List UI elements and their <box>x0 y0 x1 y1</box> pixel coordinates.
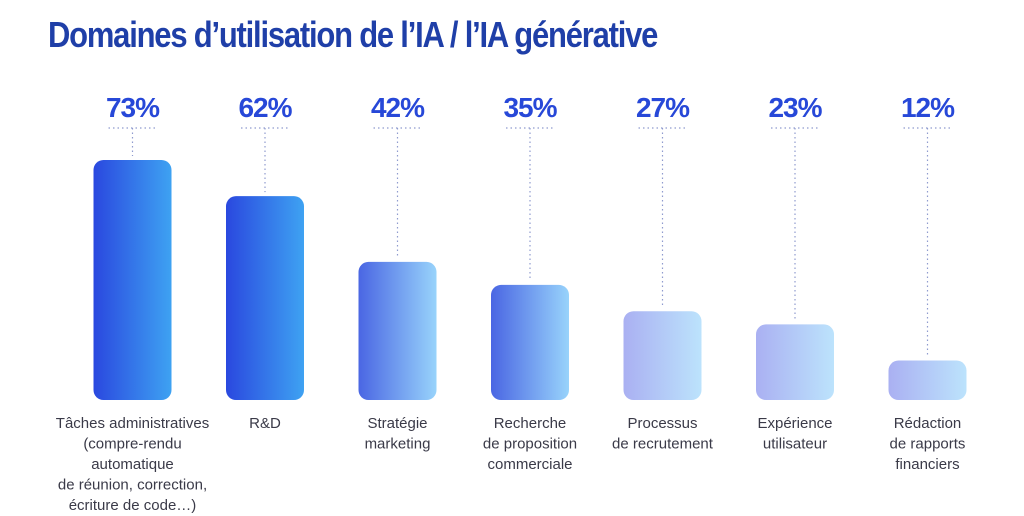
value-label: 35% <box>503 92 557 123</box>
bar <box>756 324 834 400</box>
category-label: R&D <box>249 415 281 432</box>
value-label: 12% <box>901 92 955 123</box>
category-label: Tâches administratives (compre-rendu autom… <box>56 415 209 514</box>
bar <box>93 160 172 400</box>
value-label: 27% <box>636 92 690 123</box>
category-label: Recherche de proposition commerciale <box>483 415 577 473</box>
bar <box>358 261 437 400</box>
bar <box>226 196 304 400</box>
category-label: Expérience utilisateur <box>757 415 832 453</box>
category-label: Rédaction de rapports financiers <box>890 415 966 473</box>
category-label: Processus de recrutement <box>612 415 714 453</box>
value-label: 73% <box>106 92 160 123</box>
value-label: 23% <box>768 92 822 123</box>
bar <box>491 284 569 400</box>
value-label: 42% <box>371 92 425 123</box>
chart-title: Domaines d’utilisation de l’IA / l’IA gé… <box>48 14 658 55</box>
category-label: Stratégie marketing <box>365 415 431 453</box>
value-label: 62% <box>238 92 292 123</box>
bar <box>623 311 702 400</box>
bar <box>888 360 967 400</box>
